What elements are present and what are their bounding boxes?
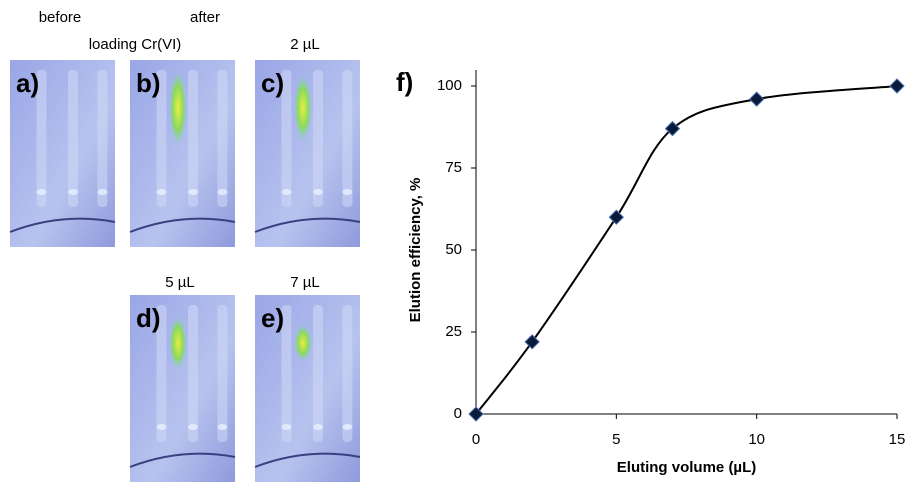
series-line (476, 86, 897, 414)
y-tick-label: 0 (454, 405, 462, 422)
photo-stripe (68, 70, 78, 207)
photo-dot (97, 189, 107, 195)
x-tick-label: 5 (612, 431, 620, 448)
panel-caption: before (39, 9, 82, 26)
panel-letter: b) (136, 68, 161, 98)
photo-dot (282, 424, 292, 430)
data-point (525, 335, 539, 349)
x-axis-title: Eluting volume (µL) (617, 459, 756, 476)
panel-letter: a) (16, 68, 39, 98)
photo-dot (313, 189, 323, 195)
panel-caption: 2 µL (290, 36, 320, 53)
y-tick-label: 75 (445, 159, 462, 176)
photo-spot (169, 70, 187, 146)
figure: a) before b) after loading Cr(VI) c) 2 µL d)5 µ… (0, 0, 907, 482)
data-point (609, 210, 623, 224)
panel-caption: after (190, 9, 220, 26)
photo-stripe (97, 70, 107, 207)
panel-letter: e) (261, 303, 284, 333)
photo-dot (68, 189, 78, 195)
photo-dot (188, 424, 198, 430)
y-tick-label: 25 (445, 323, 462, 340)
photo-spot (294, 74, 312, 142)
photo-dot (217, 189, 227, 195)
photo-dot (282, 189, 292, 195)
panel-letter: d) (136, 303, 161, 333)
y-tick-label: 100 (437, 77, 462, 94)
photo-dot (217, 424, 227, 430)
photo-stripe (188, 305, 198, 442)
photo-spot (294, 325, 312, 362)
data-point (890, 79, 904, 93)
panel-caption: 5 µL (165, 274, 195, 291)
y-axis-title: Elution efficiency, % (407, 178, 424, 323)
photo-stripe (313, 305, 323, 442)
y-tick-label: 50 (445, 241, 462, 258)
x-tick-label: 10 (748, 431, 765, 448)
x-tick-label: 15 (889, 431, 906, 448)
photo-dot (37, 189, 47, 195)
photo-stripe (217, 305, 227, 442)
panel-letter: c) (261, 68, 284, 98)
photo-stripe (217, 70, 227, 207)
panel-caption: loading Cr(VI) (89, 36, 182, 53)
photo-stripe (342, 70, 352, 207)
photo-dot (342, 189, 352, 195)
photo-dot (188, 189, 198, 195)
data-point (750, 92, 764, 106)
x-tick-label: 0 (472, 431, 480, 448)
photo-stripe (342, 305, 352, 442)
photo-stripe (313, 70, 323, 207)
photo-stripe (188, 70, 198, 207)
photo-dot (157, 189, 167, 195)
panel-caption: 7 µL (290, 274, 320, 291)
panel-letter: f) (396, 67, 413, 97)
photo-dot (342, 424, 352, 430)
photo-spot (169, 316, 187, 370)
photo-dot (157, 424, 167, 430)
photo-dot (313, 424, 323, 430)
